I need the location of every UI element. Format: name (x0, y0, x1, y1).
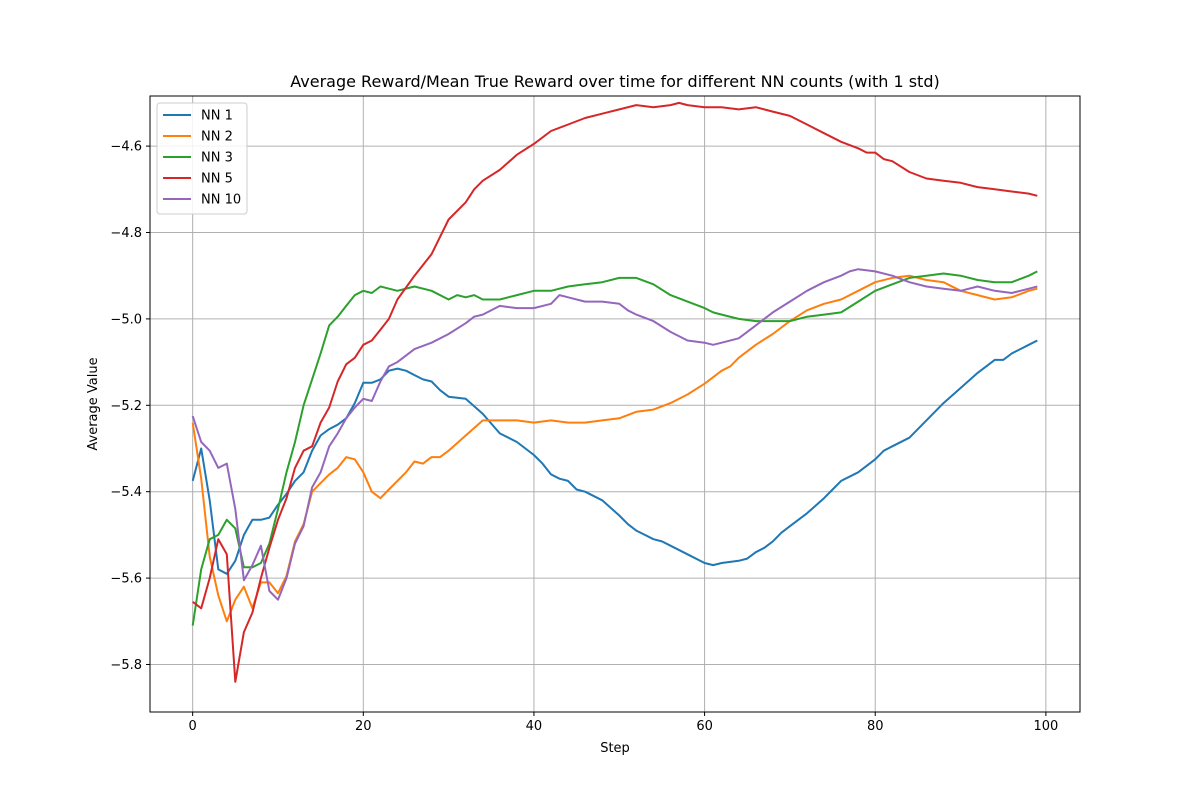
grid-lines (150, 96, 1080, 712)
x-axis-ticks: 0 20 40 60 80 100 (189, 712, 1058, 734)
series-lines (191, 101, 1038, 683)
series-line-nn-5 (192, 101, 1038, 683)
series-line-nn-3 (191, 270, 1038, 626)
y-axis-ticks: −5.8 −5.6 −5.4 −5.2 −5.0 −4.8 −4.6 (110, 140, 150, 673)
x-tick-label: 60 (696, 719, 713, 734)
x-axis-label: Step (600, 741, 630, 756)
y-tick-label: −5.4 (110, 485, 142, 500)
legend-label: NN 10 (201, 193, 241, 208)
y-tick-label: −5.6 (110, 572, 142, 587)
x-tick-label: 40 (526, 719, 543, 734)
x-tick-label: 0 (189, 719, 197, 734)
legend-label: NN 5 (201, 172, 233, 187)
series-line-nn-10 (191, 268, 1038, 601)
y-tick-label: −5.2 (110, 399, 142, 414)
x-tick-label: 100 (1033, 719, 1058, 734)
legend-box (156, 102, 248, 215)
legend: NN 1 NN 2 NN 3 NN 5 NN 10 (156, 102, 248, 215)
y-axis-label: Average Value (86, 357, 101, 450)
y-tick-label: −5.8 (110, 658, 142, 673)
x-tick-label: 20 (355, 719, 372, 734)
legend-label: NN 2 (201, 130, 233, 145)
plot-area-frame (149, 95, 1081, 713)
series-line-nn-1 (191, 339, 1038, 575)
chart-title: Average Reward/Mean True Reward over tim… (290, 72, 939, 91)
y-tick-label: −4.8 (110, 226, 142, 241)
y-tick-label: −4.6 (110, 140, 142, 155)
legend-label: NN 3 (201, 151, 233, 166)
y-tick-label: −5.0 (110, 312, 142, 327)
legend-label: NN 1 (201, 109, 233, 124)
x-tick-label: 80 (867, 719, 884, 734)
